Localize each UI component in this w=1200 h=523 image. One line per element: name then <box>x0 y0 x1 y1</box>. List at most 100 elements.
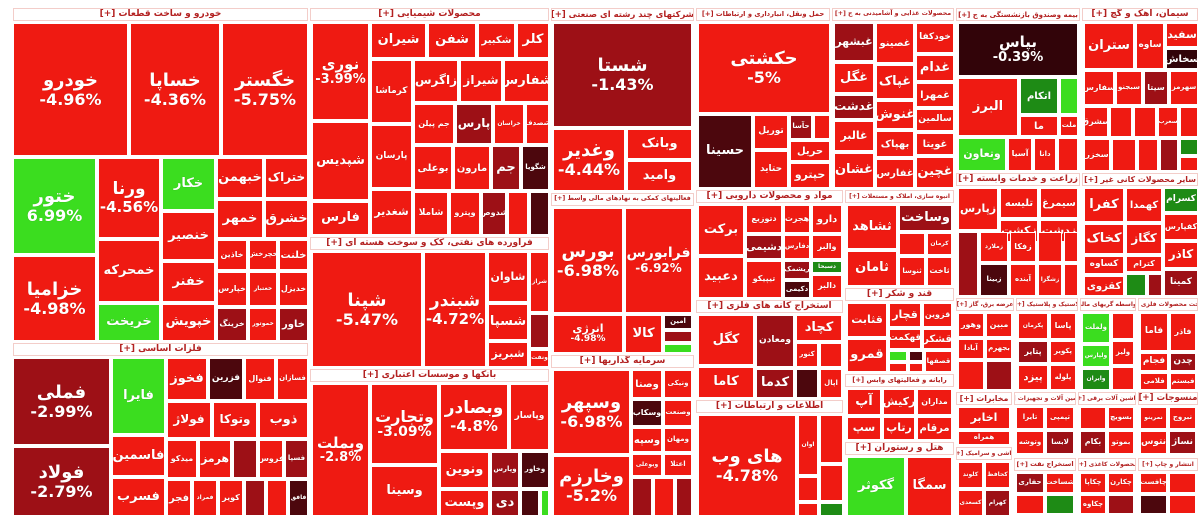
stock-tile-جم[interactable]: جم <box>492 146 520 190</box>
stock-tile-خکار[interactable]: خکار <box>162 158 215 210</box>
stock-tile-سالمین[interactable]: سالمین <box>916 109 954 131</box>
stock-tile-دارو[interactable]: دارو <box>812 205 842 233</box>
sector-header[interactable]: استخراج نفت [+] <box>1014 458 1076 471</box>
sector-header[interactable]: بیمه وصندوق بازنشستگی به ج [+] <box>956 8 1080 21</box>
stock-tile-زمگسا[interactable] <box>1064 264 1078 296</box>
stock-tile-اپال[interactable]: اپال <box>820 369 842 398</box>
stock-tile-بوعلی[interactable]: بوعلی <box>414 146 452 190</box>
stock-tile-برکت[interactable]: برکت <box>698 205 744 255</box>
sector-header[interactable]: محصولات کاغذی [+] <box>1078 458 1136 471</box>
stock-tile-ومهان[interactable]: ومهان <box>664 428 692 452</box>
stock-tile[interactable] <box>1169 473 1196 493</box>
stock-tile-زفکا[interactable]: زفکا <box>1010 232 1036 262</box>
stock-tile-خودرو[interactable]: خودرو -4.96% <box>13 23 128 156</box>
stock-tile-انرژی[interactable]: انرژی -4.98% <box>553 315 623 353</box>
stock-tile-خچرخش[interactable]: خچرخش <box>249 240 277 270</box>
stock-tile-فباهنر[interactable] <box>233 440 257 478</box>
stock-tile-ثنوسا[interactable]: ثنوسا <box>899 257 925 286</box>
stock-tile-ستران[interactable]: ستران <box>1084 23 1134 69</box>
stock-tile-میدکو[interactable]: میدکو <box>167 440 197 478</box>
stock-tile-قشکر[interactable]: قشکر <box>923 329 952 349</box>
stock-tile-رکیش[interactable]: رکیش <box>883 389 915 415</box>
stock-tile-قزوین[interactable]: قزوین <box>923 303 952 327</box>
sector-header[interactable]: رایانه و فعالیتهای وابس [+] <box>845 374 954 387</box>
stock-tile-شفارس[interactable]: شفارس <box>504 60 549 102</box>
stock-tile-چدن[interactable]: چدن <box>1170 353 1196 371</box>
stock-tile-کمرجان[interactable] <box>1148 274 1162 296</box>
stock-tile-مبین[interactable]: مبین <box>986 313 1012 337</box>
stock-tile-جم پیلن[interactable]: جم پیلن <box>414 104 454 144</box>
sector-header[interactable]: انتشار و چاپ [+] <box>1138 458 1198 471</box>
sector-header[interactable]: سیمان، آهک و گچ [+] <box>1082 8 1198 21</box>
sector-header[interactable]: زراعت و خدمات وابسته [+] <box>956 173 1080 186</box>
stock-tile-فلامی[interactable]: فلامی <box>1140 373 1168 390</box>
stock-tile-ولملت[interactable]: ولملت <box>1082 313 1110 343</box>
stock-tile-آپ[interactable]: آپ <box>847 389 881 415</box>
stock-tile-شصدف[interactable]: شصدف <box>526 104 549 144</box>
stock-tile-فارس[interactable]: فارس <box>312 202 369 235</box>
stock-tile-وساپا[interactable] <box>654 478 674 516</box>
stock-tile-حآسا[interactable]: حآسا <box>790 115 812 139</box>
stock-tile-فجام[interactable]: فجام <box>1140 353 1168 371</box>
stock-tile-سخزر[interactable]: سخزر <box>1084 139 1110 171</box>
stock-tile-فایرا[interactable]: فایرا <box>112 358 165 434</box>
stock-tile-فزرین[interactable]: فزرین <box>209 358 243 400</box>
stock-tile-زشگزا[interactable]: زشگزا <box>1038 264 1062 296</box>
stock-tile-زقیام[interactable] <box>1064 232 1078 262</box>
stock-tile-اتکای[interactable] <box>1060 78 1078 114</box>
stock-tile-ولیز[interactable]: ولیز <box>1112 341 1134 365</box>
stock-tile-نوری[interactable]: نوری -3.99% <box>312 23 369 120</box>
stock-tile-فجر[interactable]: فجر <box>167 480 191 516</box>
sector-header[interactable]: لاستیک و پلاستیک [+] <box>1016 298 1078 311</box>
stock-tile-فاذر[interactable]: فاذر <box>1170 313 1196 351</box>
stock-tile-چافست[interactable]: چافست <box>1140 473 1167 493</box>
stock-tile-وسینا[interactable]: وسینا <box>371 466 438 516</box>
stock-tile-وپترو[interactable]: وپترو <box>450 192 480 235</box>
stock-tile-غدام[interactable]: غدام <box>916 55 954 81</box>
sector-header[interactable]: سرمایه گذاریها [+] <box>551 355 694 368</box>
stock-tile-پاسا[interactable]: پاسا <box>1050 313 1076 339</box>
stock-tile-سدور[interactable] <box>1160 139 1178 171</box>
stock-tile-ثاخت[interactable]: ثاخت <box>927 257 952 286</box>
stock-tile-ونفت[interactable]: ونفت <box>530 350 549 367</box>
stock-tile-حپترو[interactable]: حپترو <box>790 163 830 188</box>
sector-header[interactable]: ساخت محصولات فلزی [+] <box>1138 298 1198 311</box>
sector-header[interactable]: ماشین آلات برقی [+] <box>1078 392 1136 405</box>
stock-tile-فافق[interactable]: فافق <box>289 480 308 516</box>
stock-tile-سمازن[interactable] <box>1180 107 1198 137</box>
stock-tile-حفارس[interactable] <box>814 115 830 139</box>
stock-tile-زملارد[interactable]: زملارد <box>980 232 1008 262</box>
stock-tile-کسعدی[interactable]: کسعدی <box>958 490 983 516</box>
stock-tile-فخوز[interactable]: فخوز <box>167 358 207 400</box>
stock-tile-خزامیا[interactable]: خزامیا -4.98% <box>13 256 96 341</box>
stock-tile-ذوب[interactable]: ذوب <box>259 402 308 438</box>
stock-tile-ولپارس[interactable]: ولپارس <box>1082 345 1110 367</box>
stock-tile-سشرق[interactable]: سشرق <box>1084 107 1108 137</box>
stock-tile-وسپهر[interactable]: وسپهر -6.98% <box>553 370 630 454</box>
stock-tile-سقاین[interactable] <box>1180 139 1198 155</box>
stock-tile-فن آوا[interactable] <box>820 415 843 463</box>
sector-header[interactable]: فرآورده های نفتی، کک و سوخت هسته ای [+] <box>310 237 549 250</box>
stock-tile-آینده[interactable]: آینده <box>1010 264 1036 296</box>
stock-tile-وصنعت[interactable]: وصنعت <box>664 400 692 426</box>
stock-tile-سفید[interactable]: سفید <box>1166 23 1198 47</box>
stock-tile-ونیکی[interactable]: ونیکی <box>664 370 692 398</box>
stock-tile-حکشتی[interactable]: حکشتی -5% <box>698 23 830 113</box>
stock-tile-شبریز[interactable]: شبریز <box>488 342 528 367</box>
stock-tile-نساژ[interactable]: نساژ <box>1169 431 1196 454</box>
stock-tile-بورس[interactable]: بورس -6.98% <box>553 208 623 313</box>
sector-header[interactable]: حمل ونقل، انبارداری و ارتباطات [+] <box>696 8 830 21</box>
stock-tile-کمینا[interactable]: کمینا <box>1164 270 1198 296</box>
stock-tile[interactable] <box>820 503 843 516</box>
stock-tile-بجهرم[interactable]: بجهرم <box>986 339 1012 359</box>
sector-header[interactable]: خودرو و ساخت قطعات [+] <box>13 8 308 21</box>
stock-tile-بپاس[interactable]: بپاس -0.39% <box>958 23 1078 76</box>
stock-tile-حفاری[interactable]: حفاری <box>1016 473 1044 493</box>
stock-tile-شبندر[interactable]: شبندر -4.72% <box>424 252 486 367</box>
stock-tile[interactable] <box>541 490 549 516</box>
stock-tile-پتایر[interactable]: پتایر <box>1018 341 1048 363</box>
stock-tile-سفارس[interactable]: سفارس <box>1084 71 1114 105</box>
stock-tile-غدشت[interactable]: غدشت <box>834 95 874 119</box>
stock-tile-شغدیر[interactable]: شغدیر <box>371 190 412 235</box>
stock-tile-دالبر[interactable]: دالبر <box>812 275 842 298</box>
